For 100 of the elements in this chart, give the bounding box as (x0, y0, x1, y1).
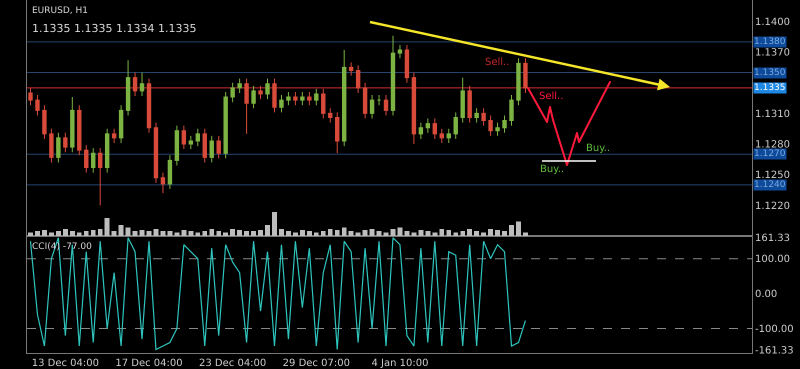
text: EURUSD, H1 (32, 6, 88, 16)
candlestick (418, 122, 424, 140)
y-tick-label: 1.1370 (755, 48, 790, 59)
candlestick (202, 128, 207, 163)
y-tick-label: 1.1250 (755, 170, 790, 182)
bar (509, 225, 514, 236)
y-tick-label: -161.33 (755, 345, 794, 356)
bar (314, 232, 319, 236)
bar (432, 232, 438, 236)
candlestick (300, 91, 305, 106)
bar (356, 232, 361, 236)
candlestick (237, 78, 242, 94)
candlestick (342, 50, 346, 147)
bar (384, 232, 388, 236)
candlestick (265, 78, 270, 100)
bar (320, 231, 326, 236)
bar (230, 228, 236, 236)
bar (112, 231, 117, 236)
bar (488, 228, 494, 236)
candlestick (251, 85, 256, 109)
bar (467, 228, 472, 236)
bar (272, 212, 277, 236)
candlestick (460, 77, 465, 124)
candlestick (49, 128, 54, 163)
candlestick (132, 72, 138, 97)
bar (188, 231, 194, 236)
candlestick (446, 128, 451, 144)
candlestick (188, 135, 194, 150)
bar (174, 232, 180, 236)
bar (446, 230, 452, 236)
bar (132, 231, 138, 236)
candlestick (321, 88, 326, 120)
candlestick (258, 85, 263, 100)
candlestick (196, 128, 200, 147)
bar (76, 232, 82, 236)
bar (411, 232, 416, 236)
x-tick-label: 17 Dec 04:00 (115, 358, 183, 369)
bar (56, 231, 61, 236)
line-series (30, 237, 526, 350)
candlestick (272, 78, 277, 113)
x-tick-label: 4 Jan 10:00 (371, 358, 428, 369)
bar (28, 232, 33, 236)
candlestick (488, 114, 493, 136)
candlestick (398, 44, 402, 59)
text: 1.1335 1.1335 1.1334 1.1335 (32, 22, 196, 35)
bar (35, 231, 40, 236)
candlestick (91, 148, 96, 174)
ref-line-label: 1.1270 (754, 149, 786, 159)
bar (516, 222, 521, 236)
bar (362, 230, 368, 236)
candlestick (28, 87, 33, 106)
y-tick-label: 1.1220 (755, 200, 790, 212)
candlestick (376, 94, 382, 106)
annotation: Sell.. (485, 57, 510, 68)
candlestick (84, 144, 88, 174)
candlestick (230, 82, 235, 103)
candlestick (112, 128, 116, 144)
candlestick (279, 94, 284, 113)
bar (265, 225, 270, 236)
candlestick (370, 94, 374, 120)
ref-line-label: 1.1240 (754, 180, 786, 190)
bar (140, 230, 144, 236)
annotation: Buy.. (540, 164, 564, 175)
candlestick (412, 72, 416, 145)
candlestick (140, 72, 144, 97)
bar (523, 232, 528, 236)
candlestick (168, 154, 172, 190)
candlestick (440, 128, 444, 144)
candlestick (523, 58, 528, 94)
y-tick-label: 100.00 (755, 254, 790, 266)
bar (126, 228, 131, 236)
bar (390, 228, 396, 236)
candlestick (210, 135, 214, 163)
candlestick (474, 108, 479, 124)
bar (202, 231, 208, 236)
bar (292, 232, 298, 236)
bar (418, 230, 424, 236)
candlestick (314, 88, 319, 106)
bar (398, 228, 402, 236)
candlestick (328, 108, 332, 124)
candlestick (356, 64, 360, 94)
bar (118, 225, 124, 236)
y-tick-label: 0.00 (755, 289, 778, 300)
bar (342, 228, 347, 236)
bar (251, 231, 256, 236)
y-tick-label: -100.00 (755, 324, 794, 336)
bar (502, 231, 507, 236)
candlestick (286, 91, 291, 106)
candlestick (174, 125, 180, 166)
bar (286, 231, 291, 236)
bar (154, 228, 158, 236)
bar (62, 228, 68, 236)
bar (481, 232, 486, 236)
bar (334, 230, 340, 236)
candlestick (454, 112, 458, 140)
bar (146, 231, 152, 236)
bar (90, 230, 96, 236)
bar (370, 228, 375, 236)
x-tick-label: 29 Dec 07:00 (282, 358, 350, 369)
x-tick-label: 13 Dec 04:00 (32, 358, 99, 369)
